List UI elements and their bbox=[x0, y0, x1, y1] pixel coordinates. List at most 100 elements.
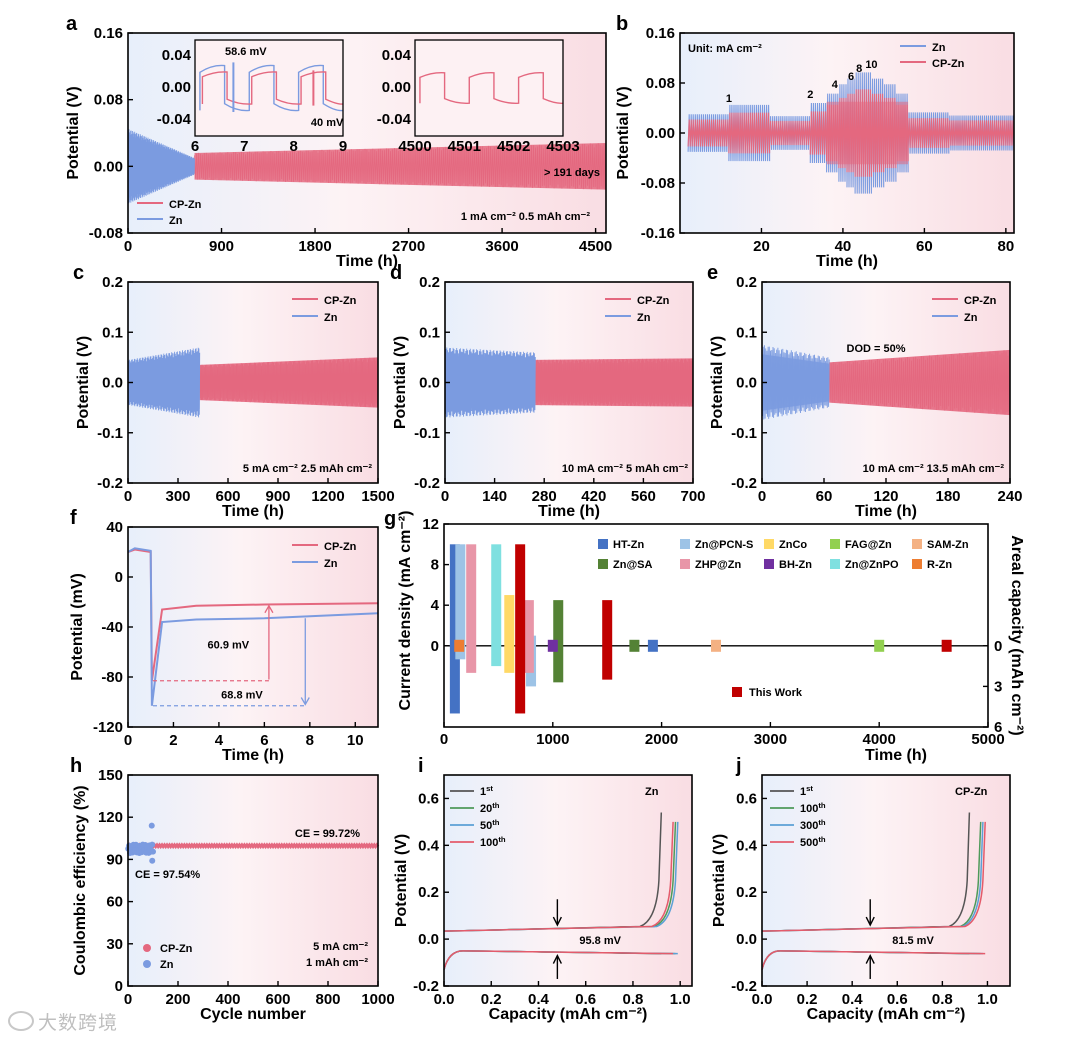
x-tick-label: 0.6 bbox=[887, 991, 908, 1008]
x-tick-label: 1.0 bbox=[977, 991, 998, 1008]
x-tick-label: 0.8 bbox=[932, 991, 953, 1008]
inset-x-tick-label: 6 bbox=[191, 138, 199, 155]
y-tick-label: 0.1 bbox=[736, 324, 757, 341]
x-axis-label: Time (h) bbox=[336, 253, 398, 270]
y-axis-label: Potential (V) bbox=[709, 336, 726, 429]
y-tick-label: 0.2 bbox=[736, 884, 757, 901]
inset-cp-zn-line bbox=[419, 72, 564, 104]
series-cp-zn bbox=[534, 358, 694, 407]
y-tick-label: 0.00 bbox=[646, 125, 675, 142]
y-tick-label: 0.6 bbox=[736, 790, 757, 807]
arrowhead bbox=[264, 604, 274, 614]
legend-label: 50th bbox=[480, 818, 500, 833]
watermark-text: 大数跨境 bbox=[38, 1012, 119, 1034]
ce-cp-zn-label: CE = 99.72% bbox=[295, 828, 360, 840]
legend-label: SAM-Zn bbox=[927, 539, 969, 551]
legend-swatch bbox=[912, 539, 922, 549]
legend-marker bbox=[143, 944, 151, 952]
x-tick-label: 140 bbox=[482, 488, 507, 505]
legend-label: BH-Zn bbox=[779, 559, 812, 571]
legend-label: 1st bbox=[800, 784, 813, 799]
y2-tick-label: 3 bbox=[994, 678, 1002, 695]
x-tick-label: 0 bbox=[124, 488, 132, 505]
label-60-9: 60.9 mV bbox=[208, 639, 250, 651]
y-tick-label: 0.0 bbox=[419, 375, 440, 392]
y-tick-label: 0.00 bbox=[94, 158, 123, 175]
x-axis-label: Cycle number bbox=[200, 1006, 306, 1023]
dod-label: DOD = 50% bbox=[847, 343, 906, 355]
legend-label-this-work: This Work bbox=[749, 687, 803, 699]
x-tick-label: 8 bbox=[306, 732, 314, 749]
bar-sam-zn bbox=[711, 639, 721, 652]
inset-label-58-6: 58.6 mV bbox=[225, 46, 267, 58]
series-cp-zn bbox=[194, 143, 607, 190]
legend-label-cp-zn: CP-Zn bbox=[160, 943, 193, 955]
plot-background bbox=[128, 527, 378, 727]
y-tick-label: 0.2 bbox=[736, 274, 757, 291]
series-cp-zn bbox=[687, 89, 1015, 177]
panel-d: 0 140 280 420 560 700 -0.2 -0.1 0.0 0.1 0.2 Time (h… bbox=[390, 262, 706, 520]
x-tick-label: 5000 bbox=[971, 731, 1004, 748]
condition-label: 1 mAh cm⁻² bbox=[306, 957, 368, 969]
condition-label: 5 mA cm⁻² bbox=[313, 941, 368, 953]
point-zn bbox=[149, 841, 156, 848]
y-tick-label: -120 bbox=[93, 719, 123, 736]
inset-zn-line bbox=[199, 64, 344, 112]
watermark: 大数跨境 bbox=[8, 1008, 118, 1035]
legend-label-zn: Zn bbox=[160, 959, 174, 971]
x-tick-label: 2 bbox=[169, 732, 177, 749]
y-tick-label: 0.4 bbox=[736, 837, 758, 854]
bar-zn-sa bbox=[629, 639, 640, 652]
rate-label: 2 bbox=[807, 89, 813, 101]
x-tick-label: 0.8 bbox=[623, 991, 644, 1008]
condition-label: 1 mA cm⁻² 0.5 mAh cm⁻² bbox=[461, 211, 591, 223]
x-tick-label: 560 bbox=[631, 488, 656, 505]
panel-h: 0 200 400 600 800 1000 0 30 60 90 120 150 Cycle numb… bbox=[70, 755, 395, 1023]
panel-a: 0 900 1800 2700 3600 4500 -0.08 0.00 0.08 0.16 Tim… bbox=[65, 13, 612, 270]
panel-b: 20 40 60 80 -0.16 -0.08 0.00 0.08 0.16 Time (h) Po… bbox=[615, 13, 1015, 270]
inset-y-tick-label: 0.04 bbox=[382, 47, 412, 64]
x-tick-label: 1.0 bbox=[670, 991, 691, 1008]
y-tick-label: 0 bbox=[115, 978, 123, 995]
x-tick-label: 40 bbox=[835, 238, 852, 255]
y-tick-label: -0.1 bbox=[731, 425, 757, 442]
series-cp-zn bbox=[199, 357, 379, 408]
inset-label-40: 40 mV bbox=[311, 117, 344, 129]
legend-zn: Zn bbox=[964, 312, 978, 324]
inset-x-tick-label: 4501 bbox=[448, 138, 481, 155]
x-tick-label: 200 bbox=[165, 991, 190, 1008]
y-axis-label: Potential (V) bbox=[392, 336, 409, 429]
legend-swatch bbox=[764, 539, 774, 549]
x-tick-label: 120 bbox=[873, 488, 898, 505]
arrowhead bbox=[552, 916, 562, 927]
inset-x-tick-label: 7 bbox=[240, 138, 248, 155]
legend-label: 20th bbox=[480, 801, 500, 816]
overpotential-label: 95.8 mV bbox=[579, 935, 621, 947]
legend-label: 100th bbox=[480, 835, 506, 850]
x-tick-label: 0 bbox=[441, 488, 449, 505]
x-tick-label: 2000 bbox=[645, 731, 678, 748]
condition-label: 5 mA cm⁻² 2.5 mAh cm⁻² bbox=[243, 463, 373, 475]
x-tick-label: 60 bbox=[916, 238, 933, 255]
watermark-logo-icon bbox=[8, 1011, 34, 1031]
point-zn bbox=[149, 857, 156, 864]
legend-cp-zn: CP-Zn bbox=[932, 58, 965, 70]
legend-label: FAG@Zn bbox=[845, 539, 892, 551]
x-tick-label: 20 bbox=[753, 238, 770, 255]
x-tick-label: 180 bbox=[935, 488, 960, 505]
plot-frame bbox=[443, 774, 693, 987]
legend-label: 1st bbox=[480, 784, 493, 799]
legend-label: ZHP@Zn bbox=[695, 559, 741, 571]
y-tick-label: 90 bbox=[106, 851, 123, 868]
y-tick-label: -0.1 bbox=[97, 425, 123, 442]
arrowhead bbox=[865, 916, 875, 927]
legend-label: Zn@PCN-S bbox=[695, 539, 753, 551]
plot-frame bbox=[443, 523, 989, 728]
y-tick-label: 0 bbox=[431, 638, 439, 655]
x-tick-label: 0 bbox=[440, 731, 448, 748]
legend-cp-zn: CP-Zn bbox=[169, 199, 202, 211]
x-tick-label: 0 bbox=[758, 488, 766, 505]
